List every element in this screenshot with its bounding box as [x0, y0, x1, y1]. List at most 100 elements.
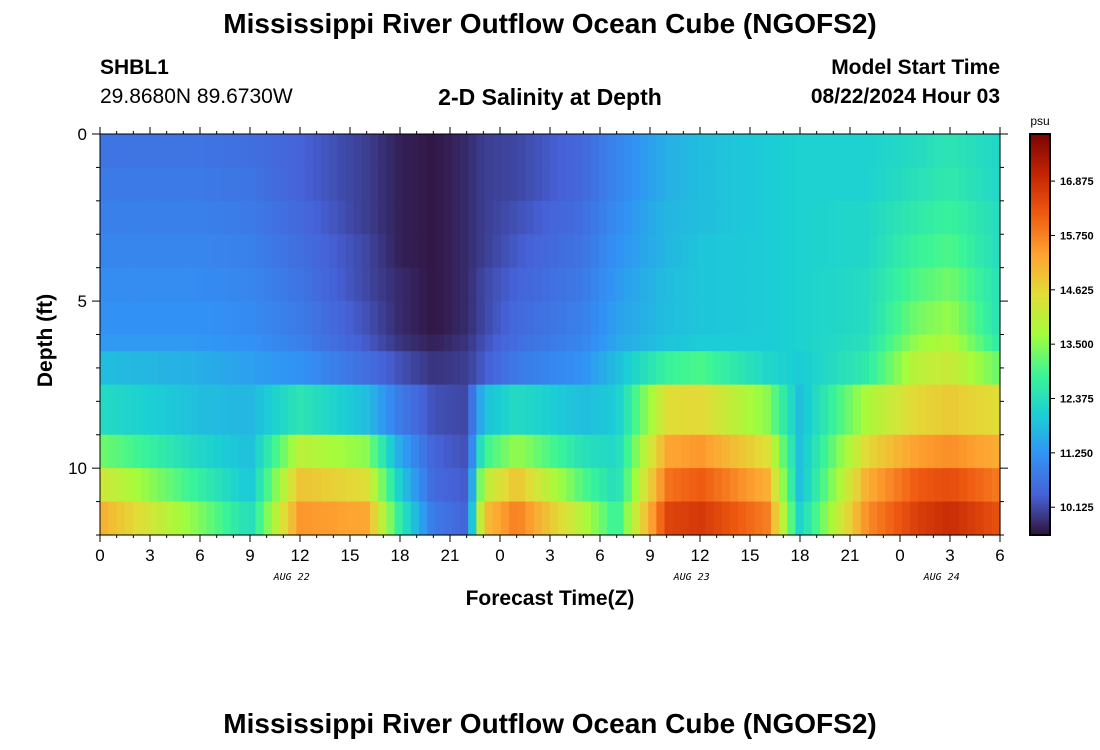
heatmap-cell: [484, 434, 494, 469]
heatmap-cell: [820, 351, 829, 386]
heatmap-cell: [991, 301, 1001, 336]
heatmap-cell: [779, 167, 788, 202]
heatmap-cell: [378, 384, 387, 436]
heatmap-cell: [517, 384, 527, 436]
x-tick-label: 6: [595, 546, 604, 565]
heatmap-cell: [566, 434, 576, 469]
heatmap-cell: [517, 468, 527, 503]
heatmap-cell: [263, 384, 273, 436]
heatmap-cell: [574, 384, 584, 436]
heatmap-cell: [247, 134, 257, 169]
heatmap-cell: [214, 200, 224, 235]
heatmap-cell: [222, 134, 232, 169]
heatmap-cell: [803, 200, 813, 235]
heatmap-cell: [288, 200, 297, 235]
heatmap-cell: [124, 134, 134, 169]
heatmap-cell: [672, 501, 682, 536]
heatmap-cell: [860, 167, 870, 202]
heatmap-cell: [337, 267, 347, 302]
heatmap-cell: [942, 200, 952, 235]
heatmap-cell: [419, 501, 428, 536]
heatmap-cell: [149, 167, 158, 202]
heatmap-cell: [329, 234, 338, 269]
heatmap-cell: [566, 267, 576, 302]
heatmap-cell: [664, 167, 674, 202]
heatmap-cell: [860, 334, 870, 352]
heatmap-cell: [590, 200, 600, 235]
heatmap-cell: [689, 384, 698, 436]
heatmap-cell: [427, 134, 437, 169]
heatmap-cell: [656, 200, 666, 235]
heatmap-cell: [967, 134, 977, 169]
heatmap-cell: [770, 267, 780, 302]
heatmap-cell: [214, 501, 224, 536]
heatmap-cell: [271, 501, 281, 536]
heatmap-cell: [918, 134, 927, 169]
heatmap-cell: [828, 434, 837, 469]
heatmap-cell: [525, 334, 535, 352]
heatmap-cell: [934, 134, 944, 169]
heatmap-cell: [754, 501, 764, 536]
heatmap-cell: [443, 501, 453, 536]
heatmap-cell: [615, 434, 625, 469]
heatmap-cell: [296, 200, 306, 235]
heatmap-cell: [222, 334, 232, 352]
heatmap-cell: [959, 434, 968, 469]
heatmap-cell: [901, 334, 911, 352]
heatmap-cell: [820, 334, 829, 352]
heatmap-cell: [795, 200, 805, 235]
heatmap-cell: [746, 384, 756, 436]
heatmap-cell: [345, 334, 355, 352]
heatmap-cell: [165, 384, 175, 436]
heatmap-cell: [312, 234, 322, 269]
heatmap-cell: [877, 234, 887, 269]
heatmap-cell: [787, 234, 797, 269]
heatmap-cell: [713, 501, 723, 536]
heatmap-cell: [885, 234, 895, 269]
heatmap-cell: [926, 234, 936, 269]
heatmap-cell: [541, 384, 551, 436]
heatmap-cell: [959, 384, 968, 436]
heatmap-cell: [950, 234, 960, 269]
heatmap-cell: [615, 501, 625, 536]
heatmap-cell: [877, 267, 887, 302]
heatmap-cell: [672, 134, 682, 169]
heatmap-cell: [770, 167, 780, 202]
heatmap-cell: [533, 134, 543, 169]
heatmap-cell: [386, 267, 396, 302]
heatmap-cell: [263, 167, 273, 202]
heatmap-cell: [500, 200, 510, 235]
heatmap-cell: [419, 334, 428, 352]
heatmap-cell: [443, 434, 453, 469]
heatmap-cell: [648, 200, 657, 235]
heatmap-cell: [378, 167, 387, 202]
heatmap-cell: [443, 134, 453, 169]
heatmap-cell: [959, 134, 968, 169]
heatmap-cell: [500, 384, 510, 436]
heatmap-cell: [451, 468, 461, 503]
heatmap-cell: [492, 351, 502, 386]
heatmap-cell: [770, 234, 780, 269]
heatmap-cell: [132, 200, 142, 235]
heatmap-cell: [468, 384, 477, 436]
heatmap-cell: [860, 434, 870, 469]
heatmap-cell: [165, 200, 175, 235]
heatmap-cell: [468, 234, 477, 269]
heatmap-cell: [590, 267, 600, 302]
heatmap-cell: [680, 267, 690, 302]
heatmap-cell: [844, 167, 854, 202]
heatmap-cell: [852, 234, 862, 269]
heatmap-cell: [132, 501, 142, 536]
heatmap-cell: [173, 384, 183, 436]
heatmap-cell: [656, 501, 666, 536]
heatmap-cell: [198, 134, 207, 169]
heatmap-cell: [730, 234, 739, 269]
heatmap-cell: [206, 134, 216, 169]
heatmap-cell: [697, 267, 707, 302]
heatmap-cell: [108, 301, 117, 336]
heatmap-cell: [844, 234, 854, 269]
heatmap-cell: [860, 267, 870, 302]
heatmap-cell: [910, 468, 919, 503]
heatmap-cell: [304, 267, 314, 302]
heatmap-cell: [304, 167, 314, 202]
